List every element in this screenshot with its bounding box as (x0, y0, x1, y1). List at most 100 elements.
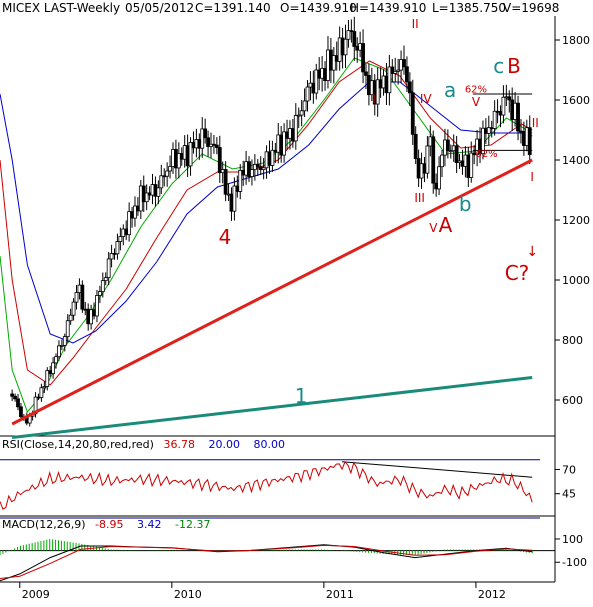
candle-body (247, 161, 251, 177)
candle-body (261, 167, 266, 170)
candle-body (214, 144, 219, 148)
candle-body (200, 128, 205, 149)
candle-body (305, 86, 310, 102)
macd-signal-value: 3.42 (137, 518, 162, 531)
price-y-tick-label: 600 (562, 394, 583, 407)
wave-label: 62% (475, 149, 497, 160)
rsi-lines (0, 459, 540, 519)
macd-signal-line (0, 544, 533, 579)
candle-body (19, 406, 23, 418)
candle-body (390, 66, 395, 74)
header-volume: V=19698 (503, 1, 559, 15)
header-symbol: MICEX LAST-Weekly (2, 1, 120, 15)
rsi-value: 36.78 (163, 438, 195, 451)
candle-body (206, 137, 210, 147)
trendlines (11, 93, 533, 439)
price-y-tick-label: 1200 (562, 214, 590, 227)
candle-body (352, 31, 357, 47)
candle-body (74, 292, 79, 303)
down-arrow-icon: ↓ (526, 244, 538, 260)
macd-y-tick-label: 100 (562, 533, 583, 546)
header-high: H=1439.910 (350, 1, 426, 15)
candle-body (176, 153, 181, 169)
candle-body (71, 301, 76, 316)
candle-body (454, 145, 459, 163)
wave-label: V (429, 221, 438, 235)
candle-body (13, 395, 17, 400)
candle-body (393, 70, 398, 74)
candle-body (115, 241, 120, 255)
candle-body (282, 131, 287, 156)
wave-label: II (532, 116, 539, 130)
candle-body (299, 110, 304, 116)
candle-body (188, 142, 193, 167)
ma-line-0 (0, 57, 533, 413)
wave-label: A (439, 213, 453, 237)
candle-body (106, 258, 111, 279)
candle-body (95, 295, 99, 317)
candle-body (57, 345, 61, 358)
candle-body (481, 127, 485, 155)
candle-body (431, 136, 436, 184)
macd-y-tick-label: -100 (562, 556, 587, 569)
wave-label: c (493, 54, 504, 78)
candle-body (361, 43, 365, 73)
candle-body (127, 211, 132, 236)
candle-body (314, 69, 319, 94)
candle-body (364, 71, 368, 76)
candle-body (410, 92, 415, 135)
macd-panel: MACD(12,26,9) -8.95 3.42 -12.37 100 -100 (0, 518, 587, 582)
macd-value: -8.95 (95, 518, 123, 531)
candle-body (486, 127, 491, 134)
trendline-teal (11, 376, 533, 439)
macd-y-axis: 100 -100 (555, 533, 587, 569)
candle-body (387, 66, 392, 94)
candle-body (445, 139, 450, 152)
candle-body (507, 96, 512, 101)
rsi-label: RSI(Close,14,20,80,red,red) 36.78 20.00 … (2, 438, 285, 451)
candle-body (516, 102, 520, 132)
wave-label: b (459, 192, 472, 216)
wave-label: 4 (219, 225, 232, 249)
candle-body (133, 205, 137, 219)
candle-body (144, 192, 149, 203)
candle-body (396, 69, 401, 72)
wave-label: I (372, 92, 376, 106)
candle-body (51, 362, 56, 374)
header-open: O=1439.910 (280, 1, 357, 15)
wave-label: C? (505, 261, 530, 285)
wave-label: B (507, 54, 521, 78)
wave-label: 1 (295, 384, 308, 408)
wave-label: V (472, 95, 481, 109)
x-tick-label: 2012 (478, 588, 506, 601)
header-close: C=1391.140 (195, 1, 271, 15)
candle-body (238, 169, 243, 192)
x-tick-label: 2010 (174, 588, 202, 601)
rsi-line (0, 460, 533, 510)
candle-body (349, 30, 354, 33)
macd-label: MACD(12,26,9) -8.95 3.42 -12.37 (2, 518, 210, 531)
candle-body (346, 30, 351, 40)
candle-body (302, 100, 307, 112)
candle-body (118, 236, 123, 242)
candle-body (65, 320, 70, 338)
header-date: 05/05/2012 (125, 1, 194, 15)
candle-body (343, 38, 348, 56)
candle-body (156, 187, 161, 197)
candle-body (437, 166, 441, 190)
candle-body (45, 370, 50, 387)
rsi-y-axis: 70 45 (555, 463, 576, 501)
price-y-tick-label: 1600 (562, 94, 590, 107)
x-tick-label: 2011 (326, 588, 354, 601)
candle-body (39, 387, 44, 398)
price-y-tick-label: 1400 (562, 154, 590, 167)
candle-body (270, 149, 275, 166)
trendline-red (11, 158, 533, 426)
macd-label-prefix: MACD(12,26,9) (2, 518, 86, 531)
candle-body (42, 386, 47, 389)
price-y-tick-label: 1000 (562, 274, 590, 287)
candle-body (296, 114, 301, 117)
candle-body (109, 253, 114, 260)
wave-label: II (412, 17, 419, 31)
